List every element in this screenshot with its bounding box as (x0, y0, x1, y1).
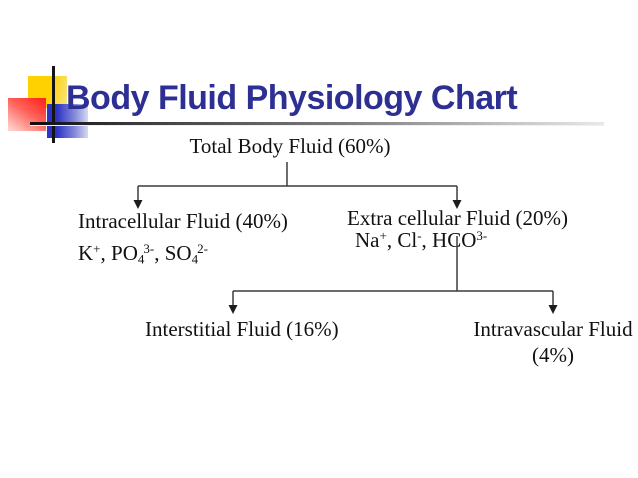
title-underline (30, 122, 604, 126)
node-total-body-fluid: Total Body Fluid (60%) (189, 134, 391, 158)
node-intracellular-ions: K+, PO43-, SO42- (78, 240, 208, 267)
node-intracellular-fluid: Intracellular Fluid (40%) (78, 209, 288, 233)
decoration-red-square (8, 98, 46, 131)
node-intravascular-fluid: Intravascular Fluid (4%) (470, 317, 636, 368)
arrowhead-intracellular (133, 200, 143, 209)
node-intravascular-fluid-line2: (4%) (532, 342, 574, 367)
node-intravascular-fluid-line1: Intravascular Fluid (473, 317, 633, 341)
arrowhead-interstitial (228, 305, 238, 314)
node-extracellular-fluid: Extra cellular Fluid (20%) (347, 206, 569, 230)
node-interstitial-fluid: Interstitial Fluid (16%) (145, 317, 339, 341)
arrowhead-intravascular (548, 305, 558, 314)
decoration-vertical-line (52, 66, 55, 143)
node-extracellular-ions: Na+, Cl-, HCO3- (355, 227, 488, 252)
slide-title: Body Fluid Physiology Chart (66, 79, 518, 117)
